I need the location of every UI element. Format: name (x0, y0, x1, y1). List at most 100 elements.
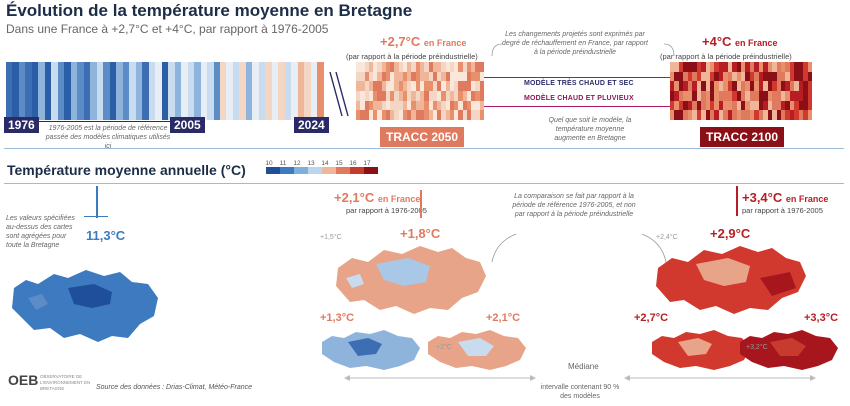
scenario-cell (723, 91, 728, 101)
scenario-cell (437, 81, 442, 91)
scenario-cell (709, 91, 715, 101)
scenario-cell (709, 62, 715, 72)
scenario-cell (794, 91, 799, 101)
scenario-cell (741, 62, 746, 72)
scenario-cell (415, 81, 420, 91)
scenario-cell (741, 91, 746, 101)
scenario-cell (360, 91, 365, 101)
scenario-cell (445, 110, 450, 120)
scenario-cell (364, 71, 369, 82)
scenario-cell (441, 110, 446, 120)
scenario-cell (745, 71, 750, 82)
scenario-cell (479, 71, 484, 82)
scenario-cell (776, 110, 781, 120)
warming-stripe (271, 62, 279, 120)
scenario-cell (789, 62, 795, 72)
scenario-cell (723, 62, 728, 72)
scenario-cell (705, 71, 710, 82)
scenario-cell (424, 71, 429, 82)
scenario-cell (402, 71, 408, 82)
scenario-cell (458, 71, 463, 82)
scenario-cell (402, 81, 408, 91)
scenario-cell (356, 91, 361, 101)
scenario-cell (749, 62, 755, 72)
scenario-cell (785, 91, 790, 101)
scenario-cell (415, 71, 420, 82)
warming-stripe (207, 62, 214, 120)
s2100-france: +3,4°C en France (742, 190, 828, 205)
scenario-cell (683, 62, 688, 72)
scenario-cell (368, 91, 374, 101)
scenario-cell (683, 100, 688, 111)
scenario-cell (807, 91, 812, 101)
scenario-cell (727, 71, 733, 82)
scenario-cell (798, 81, 804, 91)
scenario-cell (736, 62, 741, 72)
scenario-cell (683, 71, 688, 82)
scenario-cell (794, 62, 799, 72)
scenario-cell (780, 100, 786, 111)
scenario-cell (745, 110, 750, 120)
scenario-cell (466, 91, 472, 101)
scenario-cell (449, 110, 455, 120)
scenario-cell (670, 100, 675, 111)
scenario-cell (479, 110, 484, 120)
scenario-cell (727, 100, 733, 111)
scenario-cell (767, 81, 773, 91)
scenario-cell (411, 71, 416, 82)
warming-stripe (226, 62, 233, 120)
scenario-cell (466, 81, 472, 91)
warming-stripe (12, 62, 19, 120)
scenario-cell (789, 110, 795, 120)
scenario-cell (479, 62, 484, 72)
legend-swatch (322, 167, 336, 174)
scenario-cell (407, 110, 412, 120)
scenario-cell (377, 71, 382, 82)
scenario-cell (411, 100, 416, 111)
ref-period-bracket (34, 121, 170, 122)
scenario-cell (780, 110, 786, 120)
tracc2100-label: TRACC 2100 (700, 127, 785, 147)
scenario-cell (670, 81, 675, 91)
model-hot-wet-label: MODÈLE CHAUD ET PLUVIEUX (524, 95, 634, 102)
scenario-cell (471, 91, 476, 101)
warming-stripe (304, 62, 311, 120)
scenario-cell (424, 100, 429, 111)
scenario-cell (736, 91, 741, 101)
s2100-ref: par rapport à 1976-2005 (742, 206, 823, 215)
scenario-cell (692, 100, 697, 111)
scenario-cell (763, 91, 768, 101)
warming-stripe (83, 62, 91, 120)
scenario-cell (758, 71, 764, 82)
warming-stripe (57, 62, 65, 120)
scenario-cell (458, 100, 463, 111)
legend-swatch (266, 167, 280, 174)
scenario-cell (458, 62, 463, 72)
scenario-cell (385, 81, 391, 91)
warming-stripe (122, 62, 130, 120)
s2100-median: +2,9°C (710, 226, 751, 241)
scenario-cell (780, 91, 786, 101)
color-legend: 10 11 12 13 14 15 16 17 (262, 160, 378, 174)
oeb-logo-text: OEB (8, 372, 39, 388)
scenario-cell (754, 110, 759, 120)
s2050-france: +2,1°C en France (334, 190, 420, 205)
scenario-cell (432, 71, 438, 82)
scenario-cell (714, 81, 719, 91)
scenario-cell (794, 81, 799, 91)
scenario-cell (407, 91, 412, 101)
scenario-cell (411, 81, 416, 91)
scenario-cell (789, 100, 795, 111)
warming-stripe (245, 62, 253, 120)
map-note: Les valeurs spécifiées au-dessus des car… (6, 215, 75, 249)
scenario-cell (776, 71, 781, 82)
scenario-cell (411, 110, 416, 120)
scenario-cell (428, 71, 433, 82)
scenario-cell (683, 91, 688, 101)
scenario-cell (356, 100, 361, 111)
scenario-cell (718, 91, 724, 101)
scenario-cell (772, 91, 777, 101)
scenario-cell (471, 110, 476, 120)
scenario-cell (732, 91, 737, 101)
scenario-cell (754, 71, 759, 82)
